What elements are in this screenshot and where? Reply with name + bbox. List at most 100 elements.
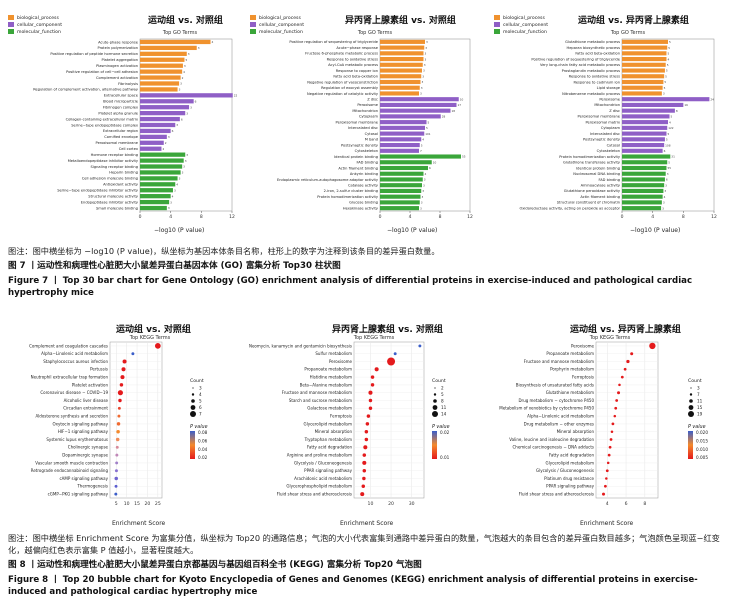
go-bar xyxy=(622,85,663,90)
go-bar xyxy=(622,183,665,188)
kegg-term-label: Neutrophil extracellular trap formation xyxy=(31,375,109,380)
kegg-term-label: Coronavirus disease − COVID−19 xyxy=(40,390,108,395)
go-count-label: 3 xyxy=(180,82,182,86)
kegg-term-label: Glutathione metabolism xyxy=(546,390,594,395)
kegg-bubble xyxy=(368,398,373,403)
go-term-label: Peroxisomal membrane xyxy=(578,115,621,119)
go-panel-1-title: 运动组 vs. 对照组 xyxy=(148,16,223,26)
kegg-term-label: Mineral absorption xyxy=(315,429,353,434)
kegg-term-label: Peroxisome xyxy=(329,359,353,364)
kegg-count-legend-label: 6 xyxy=(199,405,202,410)
go-bar xyxy=(622,91,662,96)
kegg-count-legend-label: 14 xyxy=(441,412,447,417)
kegg-term-label: Tryptophan metabolism xyxy=(304,437,352,442)
kegg-tick-label: 10 xyxy=(368,501,374,507)
kegg-bubble xyxy=(361,484,366,489)
go-term-label: Regulation of complement activation, alt… xyxy=(33,88,139,92)
figure7-note: 图注：图中横坐标为 −log10 (P value)，纵坐标为基因本体条目名称，… xyxy=(8,246,440,256)
kegg-bubble xyxy=(360,492,365,497)
go-bar xyxy=(622,97,710,102)
go-bar xyxy=(140,87,178,92)
go-bar xyxy=(380,91,419,96)
kegg-bubble xyxy=(115,453,119,457)
go-count-label: 18 xyxy=(452,109,456,113)
kegg-term-label: Biosynthesis of unsaturated fatty acids xyxy=(516,382,594,387)
go-term-label: Identical protein binding xyxy=(334,155,378,159)
kegg-count-legend-dot xyxy=(190,405,196,410)
go-term-label: Positive regulation of sequestering of t… xyxy=(531,57,620,61)
kegg-term-label: Ferroptosis xyxy=(572,375,594,380)
go-term-label: Collagen-containing extracellular matrix xyxy=(66,117,139,121)
go-count-label: 4 xyxy=(183,70,185,74)
go-count-label: 3 xyxy=(176,123,178,127)
go-panel-1-chart: Acute-phase response 4 Protein polymerizat… xyxy=(33,38,238,220)
kegg-count-legend-dot xyxy=(191,399,195,403)
go-count-label: 3 xyxy=(184,64,186,68)
go-bar xyxy=(622,160,668,165)
kegg-bubble xyxy=(362,468,367,473)
kegg-term-label: Mineral absorption xyxy=(557,429,595,434)
go-tick-label: 12 xyxy=(229,214,235,220)
kegg-bubble xyxy=(114,476,118,481)
kegg-term-label: Propanoate metabolism xyxy=(546,351,594,356)
kegg-tick-label: 20 xyxy=(145,501,151,507)
go-count-label: 5 xyxy=(666,69,668,73)
kegg-bubble xyxy=(393,352,397,356)
kegg-term-label: Alpha−Linolenic acid metabolism xyxy=(41,351,108,356)
go-bar xyxy=(622,79,664,85)
kegg-bubble xyxy=(364,437,369,442)
go-term-label: Z disc xyxy=(367,98,378,102)
go-bar xyxy=(140,57,185,62)
kegg-panel-3-subtitle: Top KEGG Terms xyxy=(589,335,631,341)
go-term-label: Antioxidant activity xyxy=(103,183,139,187)
go-count-label: 8 xyxy=(676,109,678,113)
go-count-label: 3 xyxy=(179,88,181,92)
kegg-bubble xyxy=(609,438,613,441)
kegg-count-legend-title: Count xyxy=(432,378,446,384)
go-bar xyxy=(140,69,183,74)
go-bar xyxy=(622,114,670,119)
go-term-label: Fatty acid beta-oxidation xyxy=(575,52,620,56)
go-term-label: Cell cortex xyxy=(119,147,139,151)
go-term-label: Cytoskeleton xyxy=(355,149,378,153)
go-term-label: Protein homodimerization activity xyxy=(559,155,621,159)
go-bar xyxy=(140,182,176,187)
kegg-bubble xyxy=(605,469,609,473)
kegg-term-label: Alcoholic liver disease xyxy=(64,398,109,403)
go-bar xyxy=(380,68,422,73)
go-term-label: Cytoplasm xyxy=(601,126,621,130)
kegg-term-label: PPAR signaling pathway xyxy=(304,468,352,473)
kegg-term-label: Arginine and proline metabolism xyxy=(287,453,352,458)
go-term-label: Peroxisomal membrane xyxy=(336,120,379,124)
go-bar xyxy=(140,116,180,122)
kegg-count-legend-title: Count xyxy=(688,378,702,384)
go-bar xyxy=(622,68,665,73)
go-bar xyxy=(380,177,423,182)
kegg-bubble xyxy=(366,414,371,418)
go-bar xyxy=(622,148,663,153)
kegg-term-label: Chemical carcinogenesis − DNA adducts xyxy=(513,445,595,450)
go-bar xyxy=(140,51,187,56)
go-count-label: 101 xyxy=(425,132,431,136)
go-term-label: Response to oxidative stress xyxy=(569,75,620,79)
go-count-label: 10 xyxy=(433,160,437,164)
go-bar xyxy=(140,45,197,51)
kegg-term-label: cGMP−PKG signaling pathway xyxy=(48,492,109,497)
go-bar xyxy=(380,120,427,125)
go-tick-label: 12 xyxy=(467,214,473,220)
go-count-label: 3 xyxy=(168,135,170,139)
kegg-plot-frame xyxy=(353,341,425,499)
kegg-count-legend-label: 15 xyxy=(697,405,703,410)
go-bar xyxy=(622,131,667,136)
go-count-label: 3 xyxy=(422,80,424,84)
go-panel-3-xlabel: −log10 (P value) xyxy=(630,227,681,234)
go-term-label: Acyl-CoA metabolic process xyxy=(328,63,378,67)
go-plot-frame xyxy=(621,38,715,212)
go-bar xyxy=(380,97,459,102)
kegg-panel-1-title: 运动组 vs. 对照组 xyxy=(116,325,191,335)
kegg-p-legend-label: 0.005 xyxy=(696,455,708,460)
go-term-label: Glutathione metabolic process xyxy=(565,40,620,44)
kegg-bubble xyxy=(368,390,373,395)
go-bar xyxy=(140,140,164,145)
kegg-count-legend-label: 11 xyxy=(441,405,447,410)
